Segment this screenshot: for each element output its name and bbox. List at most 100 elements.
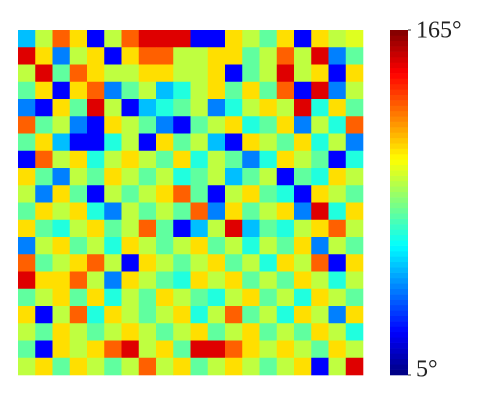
colorbar-step [390,110,408,117]
cell [328,288,347,307]
cell [69,116,88,134]
cell [311,30,329,48]
cell [52,168,71,186]
cell [69,64,88,83]
cell [35,288,53,307]
cell [35,202,53,221]
colorbar-step [390,348,408,354]
cell [52,323,71,341]
cell [259,47,278,65]
cell [35,185,53,203]
cell [138,168,157,186]
cell [225,306,243,324]
cell [87,81,105,100]
colorbar-step [390,56,408,63]
cell [173,30,191,48]
cell [276,237,295,255]
cell [138,219,157,238]
cell [276,116,295,134]
colorbar-step [390,186,408,193]
cell [345,306,364,324]
cell [190,116,209,134]
cell [345,150,364,169]
cell [276,99,295,117]
cell [259,306,278,324]
cell [311,237,329,255]
cell [207,116,226,134]
colorbar-label: 5° [416,357,438,383]
cell [52,202,71,221]
cell [173,202,191,221]
colorbar-step [390,94,408,101]
cell [294,271,312,290]
cell [104,99,122,117]
cell [311,81,329,100]
cell [69,30,88,48]
cell [35,133,53,152]
cell [207,99,226,117]
cell [173,64,191,83]
cell [225,323,243,341]
cell [190,323,209,341]
cell [276,340,295,359]
cell [138,30,157,48]
colorbar-step [390,153,408,160]
cell [138,185,157,203]
cell [242,47,260,65]
cell [35,237,53,255]
cell [87,168,105,186]
cell [242,99,260,117]
cell [87,340,105,359]
cell [104,150,122,169]
cell [18,340,36,359]
colorbar-step [390,207,408,214]
cell [328,116,347,134]
cell [104,288,122,307]
cell [104,168,122,186]
cell [328,271,347,290]
colorbar-step [390,148,408,155]
cell [87,357,105,376]
cell [18,202,36,221]
cell [87,306,105,324]
cell [156,202,174,221]
cell [18,271,36,290]
cell [138,202,157,221]
colorbar-step [390,175,408,182]
cell [173,357,191,376]
cell [138,81,157,100]
cell [173,47,191,65]
cell [121,323,140,341]
cell [345,47,364,65]
cell [156,185,174,203]
cell [69,202,88,221]
cell [173,340,191,359]
cell [138,237,157,255]
cell [259,81,278,100]
cell [207,133,226,152]
cell [18,81,36,100]
cell [87,64,105,83]
cell [87,185,105,203]
cell [52,185,71,203]
cell [18,357,36,376]
cell [104,271,122,290]
cell [104,47,122,65]
colorbar-step [390,337,408,343]
cell [207,202,226,221]
cell [52,47,71,65]
cell [207,271,226,290]
cell [69,237,88,255]
cell [138,288,157,307]
colorbar-step [390,326,408,333]
cell [276,323,295,341]
cell [190,81,209,100]
colorbar-step [390,299,408,306]
cell [104,237,122,255]
cell [225,237,243,255]
cell [121,306,140,324]
cell [87,323,105,341]
cell [190,168,209,186]
cell [294,47,312,65]
cell [242,340,260,359]
